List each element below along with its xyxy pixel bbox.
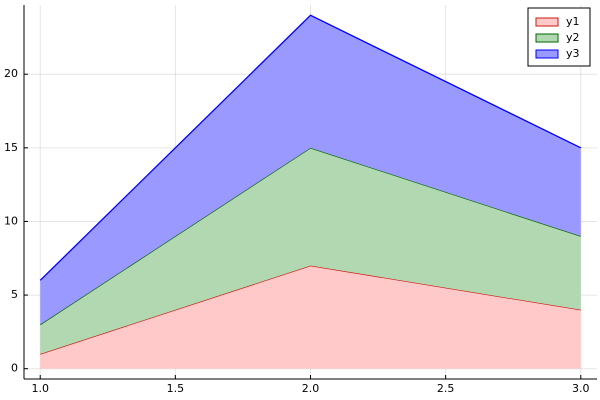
area-fill <box>40 15 581 325</box>
legend: y1 y2 y3 <box>527 7 591 67</box>
x-tick-label: 1.0 <box>31 382 49 395</box>
y-tick-label: 5 <box>11 288 18 301</box>
area-fill <box>40 147 581 354</box>
y-tick-label: 20 <box>4 67 18 80</box>
legend-swatch <box>535 33 559 43</box>
area-line <box>39 14 582 281</box>
legend-swatch <box>535 49 559 59</box>
legend-label: y2 <box>566 31 580 44</box>
x-tick-label: 2.5 <box>437 382 455 395</box>
legend-label: y3 <box>566 47 580 60</box>
x-tick-label: 1.5 <box>167 382 185 395</box>
x-tick-label: 2.0 <box>302 382 320 395</box>
y-tick-label: 0 <box>11 362 18 375</box>
legend-label: y1 <box>566 15 580 28</box>
x-tick-label: 3.0 <box>572 382 590 395</box>
area-fill <box>40 265 581 369</box>
y-tick-label: 15 <box>4 141 18 154</box>
legend-swatch <box>535 17 559 27</box>
y-tick-label: 10 <box>4 214 18 227</box>
